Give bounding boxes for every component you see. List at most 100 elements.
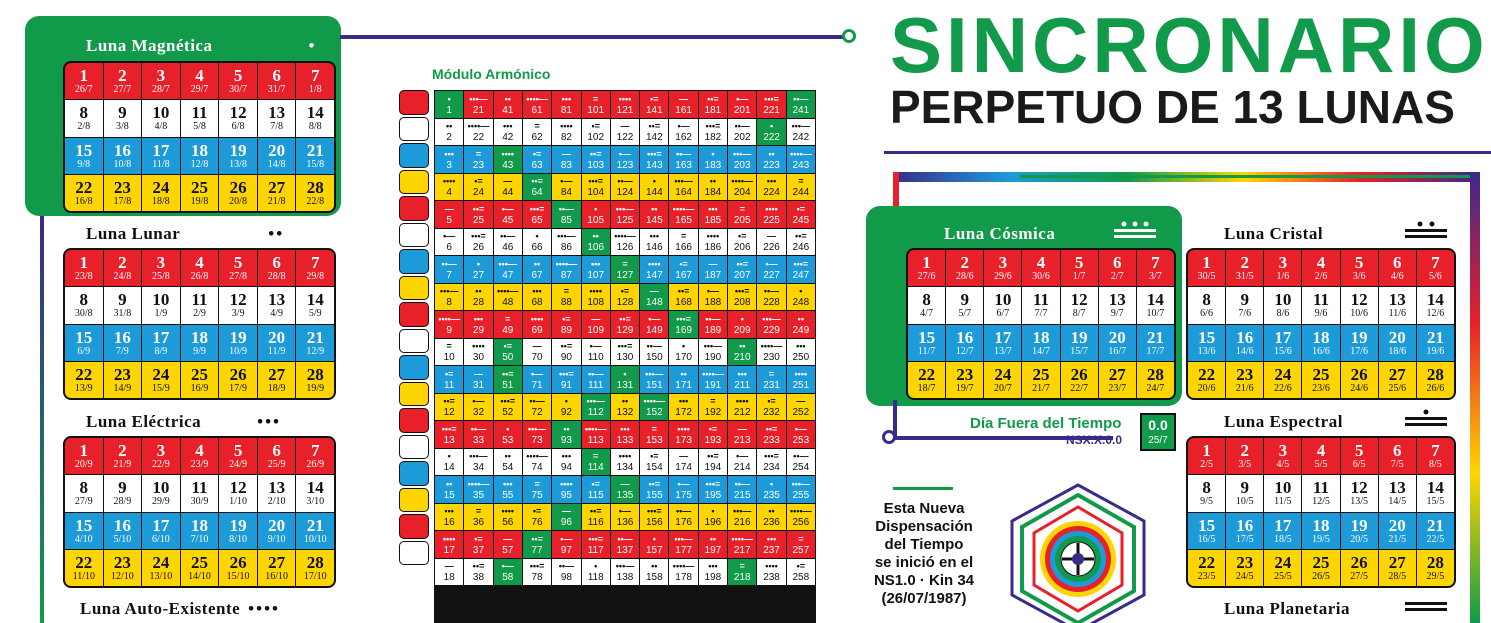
gregorian-date: 11/9 — [267, 345, 286, 357]
tone-mark: ••= — [443, 396, 455, 406]
day-number: 1 — [79, 253, 89, 273]
kin-cell: •= 89 — [552, 311, 581, 338]
kin-number: 256 — [792, 517, 810, 528]
day-cell: 11 12/5 — [1302, 475, 1340, 512]
kin-number: 230 — [763, 352, 780, 363]
harmonic-module-grid: • 1 •••— 21 •• 41 ••••— 61 ••• 81 = 101 •••• 121 •= 141… — [434, 90, 816, 623]
kin-cell: •= 37 — [464, 531, 493, 558]
tone-mark: = — [475, 148, 482, 159]
kin-cell: •= 102 — [581, 118, 610, 145]
kin-number: 222 — [763, 132, 780, 143]
kin-number: 12 — [443, 407, 455, 418]
moon-name: Luna Cristal — [1224, 224, 1324, 243]
day-number: 15 — [918, 327, 936, 347]
tone-mark: • — [594, 203, 598, 214]
moon-name: Luna Auto-Existente — [80, 599, 241, 618]
kin-cell: •= 167 — [669, 256, 698, 283]
tone-mark: •= — [474, 176, 483, 186]
gregorian-date: 28/5 — [1388, 570, 1407, 582]
gregorian-date: 3/5 — [1238, 459, 1252, 471]
day-number: 20 — [1388, 327, 1406, 347]
hexagon-emblem — [1010, 483, 1146, 623]
gregorian-date: 9/6 — [1314, 308, 1328, 320]
out-of-time-badge: 0.0 25/7 — [1140, 413, 1176, 451]
kin-cell: ••— 176 — [669, 503, 698, 530]
tone-mark: ••• — [532, 286, 542, 296]
day-number: 4 — [1316, 253, 1326, 273]
kin-cell: ••= 12 — [435, 393, 464, 420]
tone-mark: ••= — [531, 533, 543, 544]
tone-mark: •— — [618, 148, 632, 159]
day-number: 21 — [306, 140, 324, 160]
tone-mark: •••= — [588, 533, 604, 544]
day-cell: 19 20/5 — [1340, 512, 1378, 549]
day-cell: 9 28/9 — [103, 475, 142, 512]
day-number: 3 — [156, 66, 166, 86]
out-of-time-date: 25/7 — [1148, 435, 1168, 446]
kin-cell: •••— 86 — [552, 228, 581, 255]
day-cell: 1 20/9 — [65, 438, 103, 475]
day-cell: 25 19/8 — [180, 174, 219, 211]
kin-cell: •— 214 — [728, 448, 757, 475]
gregorian-date: 8/5 — [1429, 459, 1442, 471]
kin-cell: • 27 — [464, 256, 493, 283]
day-cell: 21 10/10 — [296, 512, 334, 549]
gregorian-date: 22/7 — [1070, 382, 1089, 394]
day-number: 25 — [1312, 552, 1330, 572]
tone-mark: — — [591, 313, 601, 324]
tone-mark: •= — [679, 258, 688, 269]
kin-cell: • 1 — [435, 91, 464, 118]
tone-mark: •••• — [794, 368, 808, 379]
gregorian-date: 25/6 — [1388, 382, 1407, 394]
kin-number: 176 — [675, 517, 692, 528]
gregorian-date: 31/5 — [1235, 271, 1254, 283]
kin-number: 123 — [616, 159, 634, 171]
gregorian-date: 4/6 — [1390, 271, 1404, 283]
kin-cell: ••= 64 — [522, 173, 552, 200]
kin-cell: •••— 177 — [669, 531, 698, 558]
tone-mark: •••= — [588, 176, 604, 186]
day-number: 2 — [960, 253, 969, 273]
day-number: 1 — [922, 253, 931, 273]
tone-mark: = — [534, 121, 540, 131]
day-cell: 10 29/9 — [142, 475, 180, 512]
gregorian-date: 3/9 — [231, 308, 245, 320]
tone-mark: = — [739, 561, 745, 571]
tone-mark: ••= — [589, 506, 602, 516]
day-cell: 19 8/10 — [219, 512, 257, 549]
day-number: 5 — [233, 441, 243, 461]
gregorian-date: 25/5 — [1273, 570, 1292, 582]
day-cell: 12 1/10 — [219, 475, 257, 512]
tone-mark: — — [444, 561, 454, 571]
tone-mark: ••••— — [702, 368, 724, 379]
kin-cell: ••— 85 — [552, 201, 581, 228]
day-number: 27 — [268, 364, 286, 384]
day-cell: 4 23/9 — [180, 438, 219, 475]
kin-number: 84 — [560, 187, 572, 198]
kin-number: 126 — [616, 242, 634, 253]
gregorian-date: 21/5 — [1388, 533, 1407, 545]
day-cell: 6 2/7 — [1098, 250, 1136, 287]
gregorian-date: 5/8 — [193, 121, 206, 133]
kin-cell: •= 232 — [757, 393, 786, 420]
tone-mark: •• — [563, 423, 570, 434]
day-cell: 24 18/8 — [142, 174, 180, 211]
kin-cell: • 14 — [435, 448, 464, 475]
tone-mark: • — [447, 93, 451, 104]
day-cell: 12 3/9 — [219, 287, 257, 324]
day-cell: 8 9/5 — [1188, 475, 1226, 512]
kin-number: 103 — [587, 159, 605, 171]
tone-12-icon — [1405, 221, 1447, 238]
gregorian-date: 6/7 — [996, 308, 1010, 320]
gregorian-date: 13/10 — [149, 570, 173, 582]
moon-name: Luna Espectral — [1224, 412, 1343, 431]
tone-mark: ••• — [444, 148, 454, 159]
day-cell: 21 22/5 — [1416, 512, 1454, 549]
gregorian-date: 1/10 — [229, 496, 247, 508]
kin-cell: ••= 25 — [464, 201, 493, 228]
kin-number: 217 — [733, 544, 751, 556]
day-number: 5 — [1074, 253, 1084, 273]
day-cell: 7 1/8 — [296, 63, 334, 100]
day-number: 8 — [1202, 290, 1211, 310]
gregorian-date: 17/8 — [113, 195, 132, 207]
